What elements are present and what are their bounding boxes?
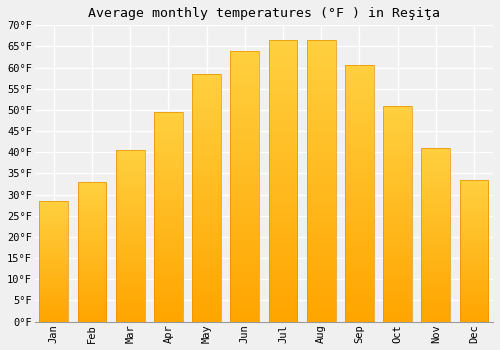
Bar (230, 51, 259, 322)
Bar (268, 40, 298, 322)
Bar (422, 148, 450, 322)
Bar (192, 74, 221, 322)
Bar (116, 150, 144, 322)
Bar (40, 201, 68, 322)
Bar (345, 65, 374, 322)
Bar (154, 112, 182, 322)
Bar (307, 40, 336, 322)
Bar (383, 106, 412, 322)
Bar (78, 182, 106, 322)
Title: Average monthly temperatures (°F ) in Reşiţa: Average monthly temperatures (°F ) in Re… (88, 7, 440, 20)
Bar (460, 180, 488, 322)
